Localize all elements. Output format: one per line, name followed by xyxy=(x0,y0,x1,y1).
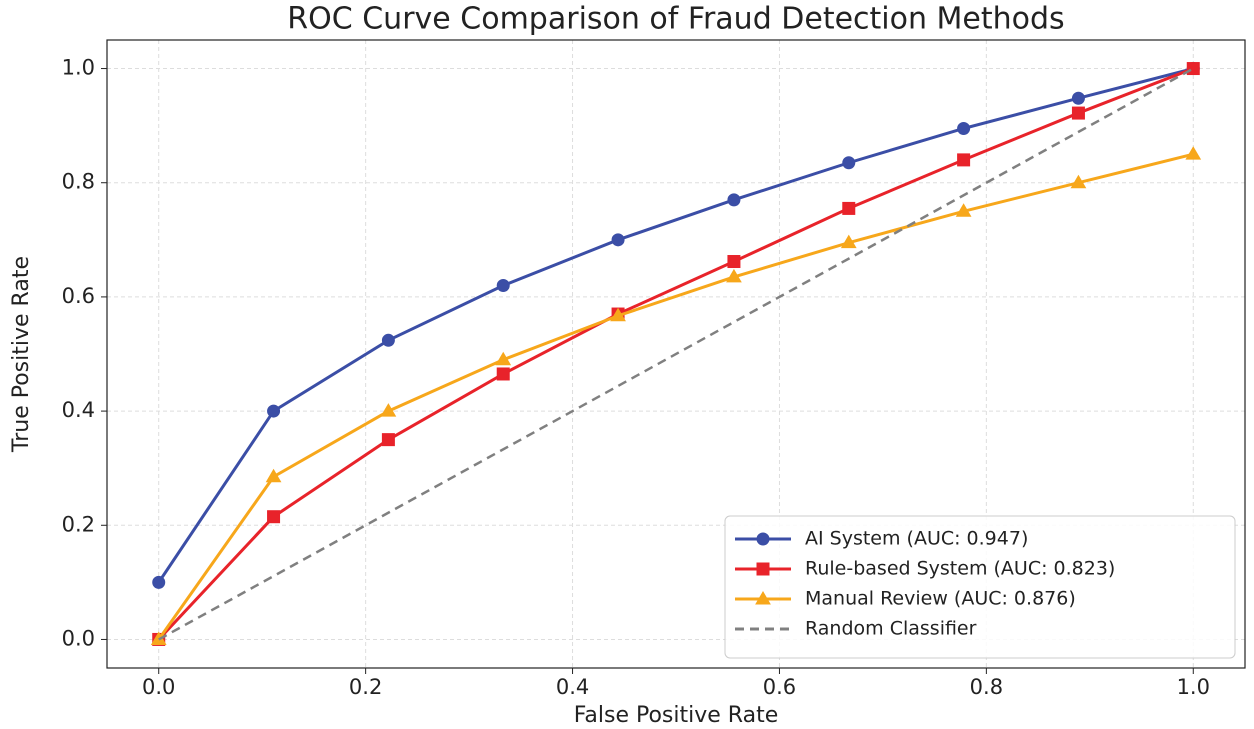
legend-label: Random Classifier xyxy=(805,618,977,640)
marker xyxy=(1185,146,1202,160)
legend-marker xyxy=(755,591,771,605)
marker xyxy=(727,255,741,269)
legend: AI System (AUC: 0.947) Rule-based System … xyxy=(724,515,1236,659)
y-tick-label: 0.8 xyxy=(62,170,95,194)
series-line xyxy=(158,67,1194,641)
x-axis-label: False Positive Rate xyxy=(574,703,778,728)
legend-frame xyxy=(724,515,1236,659)
marker xyxy=(727,193,741,207)
y-tick-label: 1.0 xyxy=(62,56,95,80)
x-tick-label: 0.2 xyxy=(349,675,382,699)
legend-label: Rule-based System (AUC: 0.823) xyxy=(805,558,1115,580)
marker xyxy=(380,403,397,417)
series-line xyxy=(157,152,1194,641)
series-line xyxy=(157,67,1194,641)
marker xyxy=(1071,106,1085,120)
marker xyxy=(381,333,395,347)
y-tick-label: 0.0 xyxy=(62,626,95,650)
marker xyxy=(496,367,510,381)
x-tick-label: 0.0 xyxy=(142,675,175,699)
marker xyxy=(267,510,281,524)
marker xyxy=(1071,91,1085,105)
x-tick-label: 1.0 xyxy=(1177,675,1210,699)
x-tick-label: 0.8 xyxy=(970,675,1003,699)
marker xyxy=(840,234,857,249)
legend-marker xyxy=(756,562,770,576)
series-line xyxy=(157,67,1194,584)
y-tick-label: 0.6 xyxy=(62,284,95,308)
y-axis-label: True Positive Rate xyxy=(9,256,34,453)
marker xyxy=(381,433,395,447)
marker xyxy=(152,575,166,589)
x-tick-label: 0.6 xyxy=(763,675,796,699)
y-tick-label: 0.2 xyxy=(62,512,95,536)
marker xyxy=(267,404,281,418)
marker xyxy=(495,351,512,366)
marker xyxy=(1070,174,1087,189)
marker xyxy=(726,268,742,283)
y-tick-label: 0.4 xyxy=(62,398,95,422)
plot-frame xyxy=(106,39,1246,669)
marker xyxy=(611,233,625,247)
legend-label: AI System (AUC: 0.947) xyxy=(805,528,1028,550)
x-tick-label: 0.4 xyxy=(556,675,589,699)
marker xyxy=(496,278,510,292)
marker xyxy=(265,468,282,483)
marker xyxy=(842,156,856,170)
marker xyxy=(610,307,626,322)
marker xyxy=(957,153,971,167)
marker xyxy=(957,121,971,135)
marker xyxy=(955,203,972,217)
chart-title: ROC Curve Comparison of Fraud Detection … xyxy=(287,2,1064,37)
legend-label: Manual Review (AUC: 0.876) xyxy=(805,588,1076,610)
legend-marker xyxy=(756,532,770,546)
marker xyxy=(1186,62,1200,76)
marker xyxy=(842,201,856,215)
